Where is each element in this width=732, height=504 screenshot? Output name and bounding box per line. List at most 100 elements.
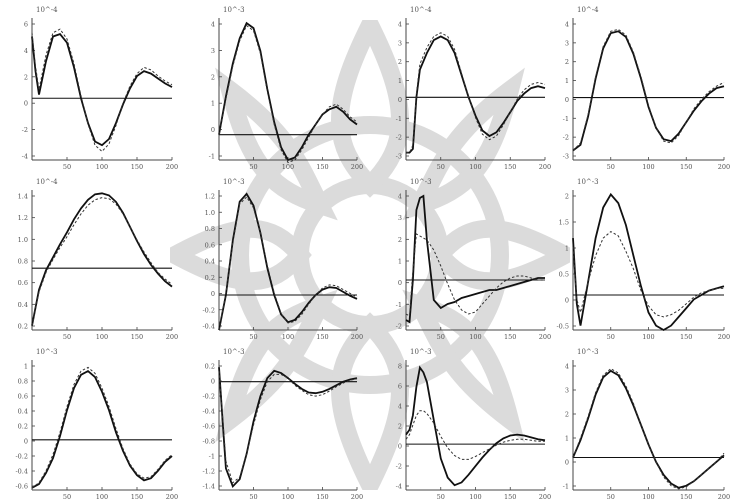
- y-tick-label: 1: [398, 258, 402, 266]
- y-tick-label: -0.2: [15, 453, 28, 461]
- y-tick-label: 2: [24, 73, 28, 81]
- x-tick-label: 200: [166, 333, 178, 341]
- x-tick-label: 150: [316, 163, 328, 171]
- x-tick-label: 50: [63, 333, 71, 341]
- y-tick-label: 1: [398, 77, 402, 85]
- x-tick-label: 150: [680, 333, 692, 341]
- y-tick-label: 3: [565, 387, 569, 395]
- solid-series-line: [218, 192, 358, 331]
- y-tick-label: 0.8: [18, 258, 28, 266]
- y-tick-label: 1: [565, 77, 569, 85]
- y-tick-label: 2: [565, 193, 569, 201]
- y-tick-label: 1.0: [205, 209, 215, 217]
- x-tick-label: 150: [316, 333, 328, 341]
- y-tick-label: -4: [22, 153, 28, 161]
- y-tick-label: 1: [565, 245, 569, 253]
- x-tick-label: 150: [504, 333, 516, 341]
- dashed-series-line: [218, 370, 358, 484]
- y-tick-label: -1: [563, 115, 569, 123]
- solid-series-line: [405, 365, 546, 487]
- y-tick-label: 8: [398, 363, 402, 371]
- x-tick-label: 50: [607, 493, 615, 501]
- x-tick-label: 50: [249, 163, 257, 171]
- x-tick-label: 150: [316, 493, 328, 501]
- x-tick-label: 200: [718, 163, 730, 171]
- x-tick-label: 100: [469, 163, 481, 171]
- y-tick-label: 0.6: [18, 393, 28, 401]
- scale-label: 10^-3: [410, 348, 432, 356]
- y-tick-label: -0.8: [202, 438, 215, 446]
- x-tick-label: 100: [642, 163, 654, 171]
- x-tick-label: 150: [680, 163, 692, 171]
- y-tick-label: -3: [396, 153, 402, 161]
- y-tick-label: 2: [398, 58, 402, 66]
- lotus-rosette-logo-icon: [170, 20, 570, 490]
- x-tick-label: 200: [351, 493, 363, 501]
- y-tick-label: 4: [211, 21, 215, 29]
- solid-series-line: [405, 194, 545, 324]
- solid-series-line: [218, 21, 358, 162]
- y-tick-label: -0.5: [556, 323, 569, 331]
- y-tick-label: -1: [209, 453, 215, 461]
- scale-label: 10^-3: [223, 6, 245, 14]
- scale-label: 10^-4: [410, 6, 432, 14]
- y-tick-label: 0.4: [205, 258, 215, 266]
- y-tick-label: 6: [24, 21, 28, 29]
- chart-panel: 10^-4 4 3 2 1 0 -1 -2 -3 50 100 150 200: [396, 6, 552, 171]
- x-tick-label: 100: [469, 333, 481, 341]
- y-tick-label: 0: [398, 96, 402, 104]
- chart-panel: 10^-3 1.2 1.0 0.8 0.6 0.4 0.2 0 -0.2 -0.4 50 100 150…: [202, 178, 363, 341]
- solid-series-line: [572, 30, 725, 152]
- chart-panel: 10^-3 8 6 4 2 0 -2 -4 50 100 150 200: [396, 348, 552, 501]
- x-tick-label: 50: [249, 333, 257, 341]
- x-tick-label: 100: [282, 333, 294, 341]
- y-tick-label: -1: [396, 301, 402, 309]
- y-tick-label: -1: [396, 115, 402, 123]
- y-tick-label: 1: [211, 100, 215, 108]
- x-tick-label: 100: [642, 493, 654, 501]
- y-tick-label: 0.2: [205, 274, 215, 282]
- x-tick-label: 50: [63, 163, 71, 171]
- scale-label: 10^-3: [577, 348, 599, 356]
- x-tick-label: 200: [718, 333, 730, 341]
- scale-label: 10^-3: [577, 178, 599, 186]
- x-tick-label: 150: [504, 163, 516, 171]
- y-tick-label: 0: [24, 438, 28, 446]
- x-tick-label: 200: [166, 163, 178, 171]
- x-tick-label: 200: [351, 333, 363, 341]
- y-tick-label: 0.2: [18, 423, 28, 431]
- x-tick-label: 150: [131, 163, 143, 171]
- x-tick-label: 50: [249, 493, 257, 501]
- scale-label: 10^-3: [223, 178, 245, 186]
- x-tick-label: 150: [504, 493, 516, 501]
- y-tick-label: 2: [565, 58, 569, 66]
- y-tick-label: -0.2: [202, 306, 215, 314]
- x-tick-label: 150: [131, 333, 143, 341]
- x-tick-label: 200: [539, 333, 551, 341]
- scale-label: 10^-4: [577, 6, 599, 14]
- y-tick-label: 0.6: [205, 241, 215, 249]
- scale-label: 10^-4: [36, 6, 58, 14]
- y-tick-label: 3: [398, 39, 402, 47]
- y-tick-label: -2: [22, 126, 28, 134]
- y-tick-label: -0.6: [202, 423, 215, 431]
- y-tick-label: -0.4: [202, 323, 215, 331]
- y-tick-label: 0: [24, 100, 28, 108]
- y-tick-label: 6: [398, 383, 402, 391]
- y-tick-label: 0.8: [18, 378, 28, 386]
- y-tick-label: -3: [563, 153, 569, 161]
- y-tick-label: 4: [398, 21, 402, 29]
- x-tick-label: 150: [680, 493, 692, 501]
- y-tick-label: 0: [211, 378, 215, 386]
- y-tick-label: -1.2: [202, 468, 215, 476]
- dashed-series-line: [572, 368, 725, 490]
- dashed-series-line: [572, 28, 725, 151]
- solid-series-line: [572, 192, 725, 332]
- dashed-series-line: [31, 366, 173, 489]
- chart-panel: 10^-3 0.2 0 -0.2 -0.4 -0.6 -0.8 -1 -1.2 -1.4 50 100…: [202, 348, 363, 501]
- y-tick-label: 4: [24, 47, 28, 55]
- y-tick-label: -0.4: [202, 408, 215, 416]
- dashed-series-line: [218, 24, 358, 164]
- y-tick-label: 4: [565, 363, 569, 371]
- y-tick-label: 4: [398, 403, 402, 411]
